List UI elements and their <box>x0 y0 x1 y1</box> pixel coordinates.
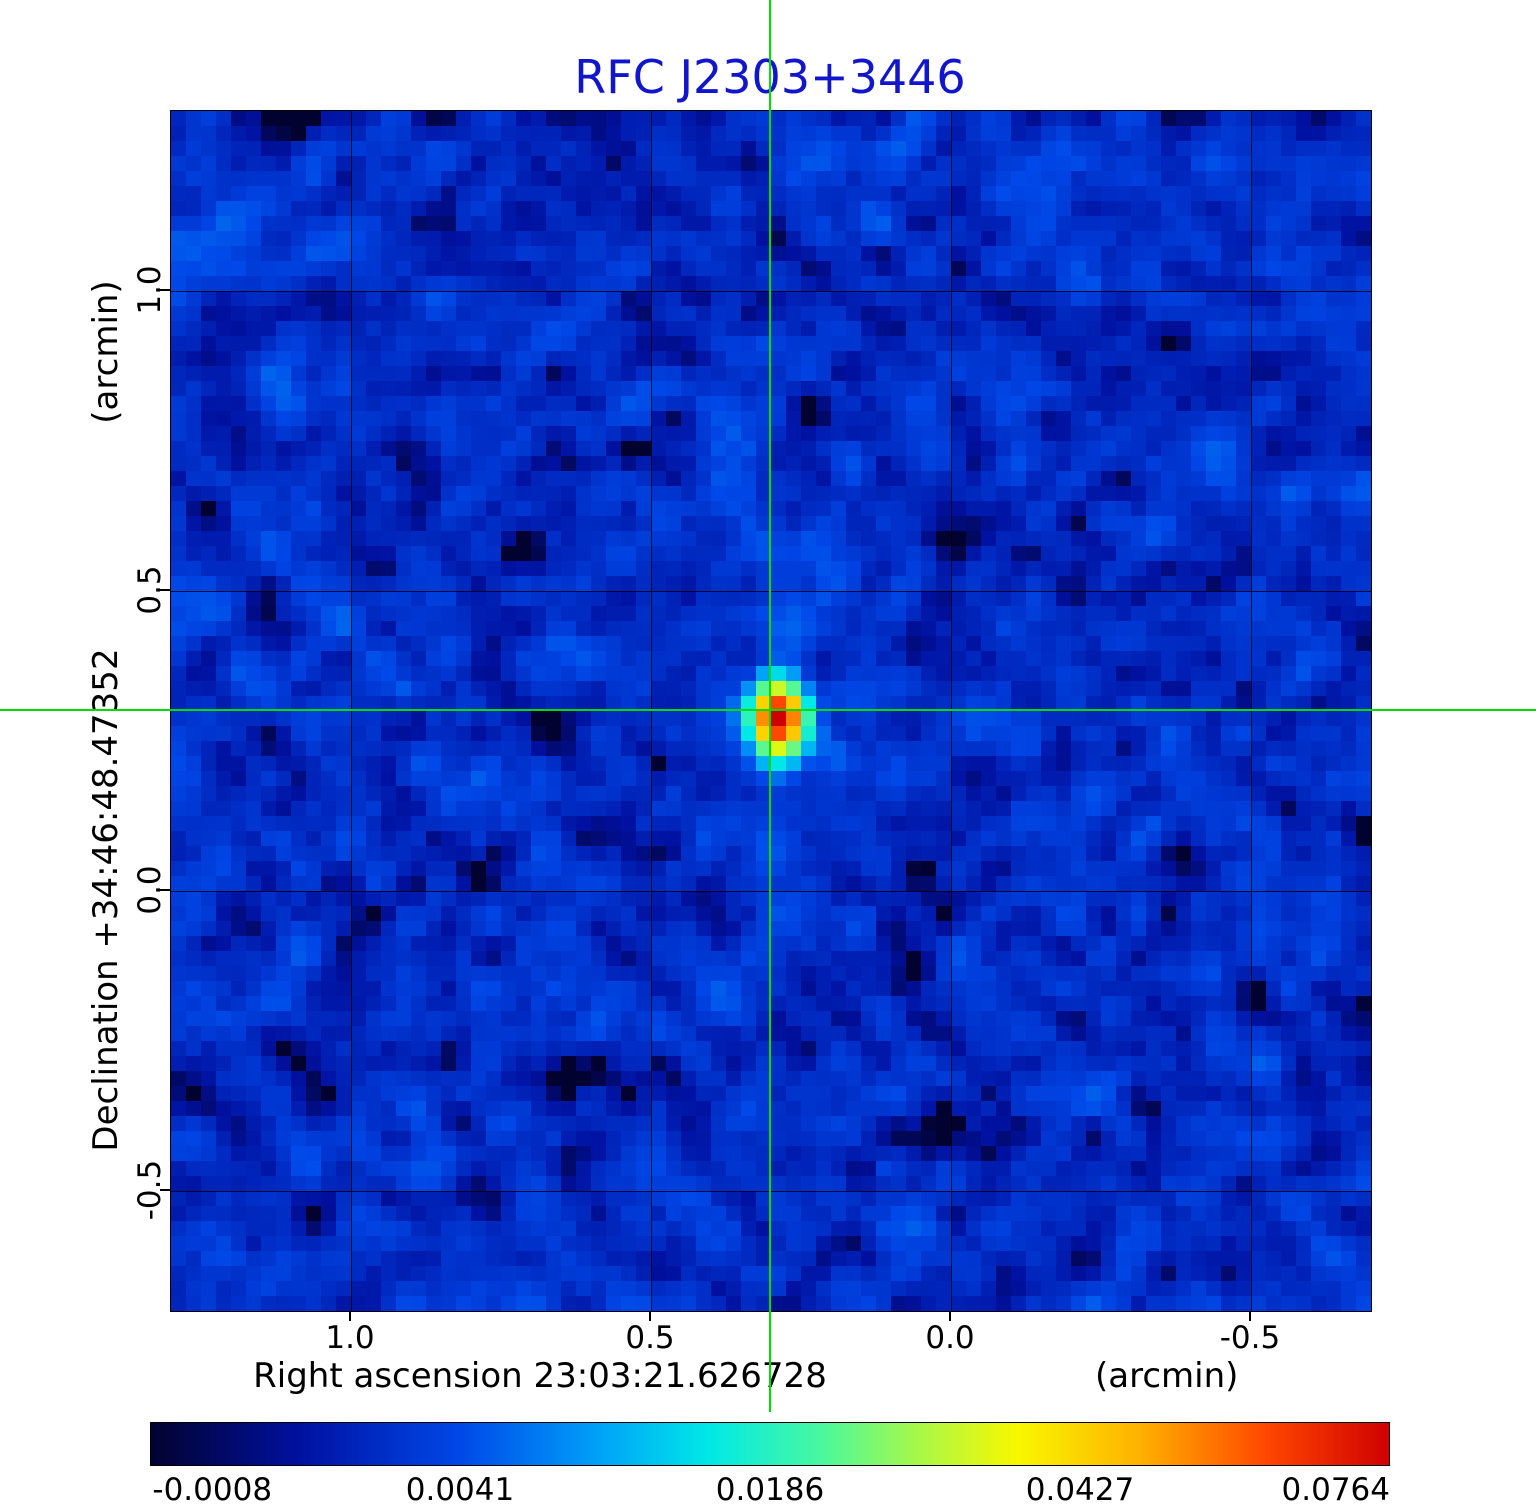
crosshair-horizontal-line <box>0 709 1536 711</box>
colorbar <box>150 1422 1390 1466</box>
colorbar-tick-label: 0.0764 <box>1281 1472 1390 1508</box>
y-tick-mark <box>160 889 170 891</box>
colorbar-tick-label: 0.0427 <box>1025 1472 1135 1508</box>
x-tick-label: 0.5 <box>625 1320 675 1356</box>
x-tick-mark <box>349 1311 351 1321</box>
x-tick-label: 1.0 <box>325 1320 375 1356</box>
x-tick-mark <box>649 1311 651 1321</box>
colorbar-tick-label: 0.0186 <box>715 1472 825 1508</box>
y-axis-label: Declination +34:46:48.47352 <box>86 648 126 1152</box>
x-tick-label: 0.0 <box>925 1320 975 1356</box>
colorbar-tick-label: -0.0008 <box>152 1472 273 1508</box>
y-tick-mark <box>160 289 170 291</box>
x-axis-unit: (arcmin) <box>1095 1356 1239 1396</box>
x-tick-mark <box>949 1311 951 1321</box>
crosshair-vertical-line <box>769 0 771 1412</box>
intensity-heatmap-canvas <box>171 111 1371 1311</box>
y-tick-mark <box>160 589 170 591</box>
y-axis-unit: (arcmin) <box>86 280 126 424</box>
x-axis-label: Right ascension 23:03:21.626728 <box>253 1356 827 1396</box>
x-tick-mark <box>1249 1311 1251 1321</box>
y-tick-mark <box>160 1189 170 1191</box>
x-tick-label: -0.5 <box>1219 1320 1281 1356</box>
colorbar-tick-label: 0.0041 <box>405 1472 515 1508</box>
sky-image-plot <box>170 110 1372 1312</box>
